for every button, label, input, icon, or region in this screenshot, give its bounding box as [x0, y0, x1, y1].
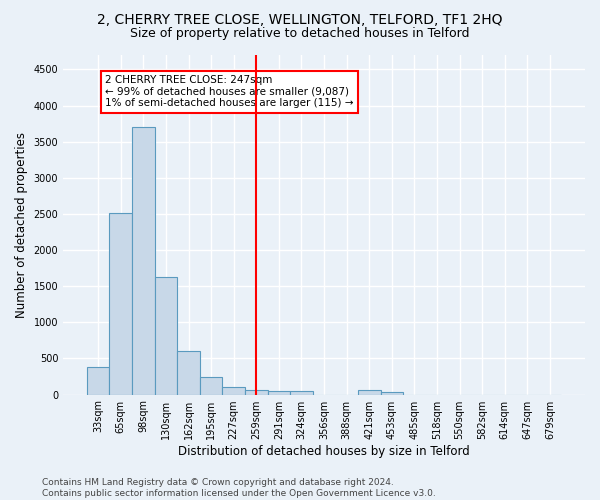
- Bar: [358, 390, 380, 394]
- Bar: [155, 277, 177, 394]
- Bar: [109, 213, 132, 394]
- Bar: [245, 390, 268, 394]
- Bar: [268, 391, 290, 394]
- X-axis label: Distribution of detached houses by size in Telford: Distribution of detached houses by size …: [178, 444, 470, 458]
- Bar: [380, 392, 403, 394]
- Bar: [290, 392, 313, 394]
- Text: 2, CHERRY TREE CLOSE, WELLINGTON, TELFORD, TF1 2HQ: 2, CHERRY TREE CLOSE, WELLINGTON, TELFOR…: [97, 12, 503, 26]
- Bar: [132, 128, 155, 394]
- Bar: [200, 377, 223, 394]
- Text: Size of property relative to detached houses in Telford: Size of property relative to detached ho…: [130, 28, 470, 40]
- Y-axis label: Number of detached properties: Number of detached properties: [15, 132, 28, 318]
- Bar: [87, 367, 109, 394]
- Text: Contains HM Land Registry data © Crown copyright and database right 2024.
Contai: Contains HM Land Registry data © Crown c…: [42, 478, 436, 498]
- Bar: [177, 351, 200, 395]
- Bar: [223, 386, 245, 394]
- Text: 2 CHERRY TREE CLOSE: 247sqm
← 99% of detached houses are smaller (9,087)
1% of s: 2 CHERRY TREE CLOSE: 247sqm ← 99% of det…: [105, 75, 353, 108]
